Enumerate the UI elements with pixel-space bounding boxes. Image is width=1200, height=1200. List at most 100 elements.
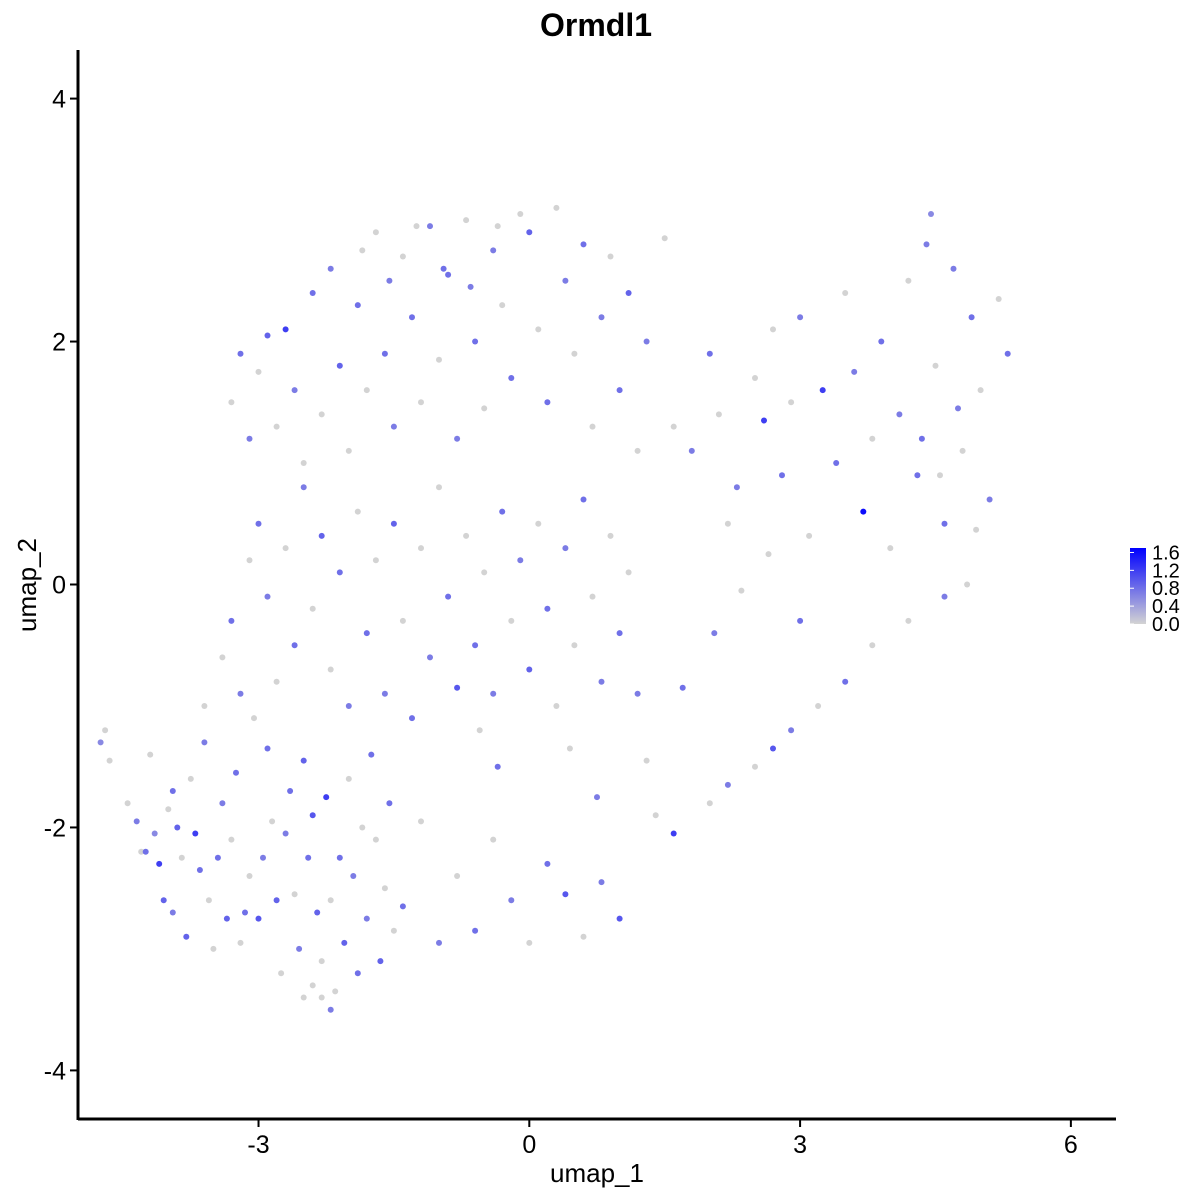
cell-point <box>765 551 772 558</box>
y-tick-label: -4 <box>44 1057 66 1085</box>
cell-point <box>598 314 605 321</box>
cell-point <box>508 617 515 624</box>
cell-point <box>409 314 415 321</box>
cell-point <box>860 508 867 515</box>
cell-point <box>472 927 479 934</box>
cell-point <box>273 423 280 430</box>
cell-point <box>1004 350 1011 357</box>
cell-point <box>264 332 271 339</box>
cell-point <box>187 775 194 782</box>
cell-point <box>327 897 334 904</box>
cell-point <box>309 982 316 989</box>
cell-point <box>526 666 533 673</box>
cell-point <box>706 350 713 357</box>
y-tick-label: -2 <box>44 814 66 842</box>
cell-point <box>472 338 479 345</box>
cell-point <box>273 897 280 904</box>
cell-point <box>345 775 352 782</box>
cell-point <box>955 405 961 412</box>
cell-point <box>580 241 587 248</box>
x-tick-label: 3 <box>793 1131 807 1159</box>
cell-point <box>535 520 542 527</box>
cell-point <box>345 447 352 454</box>
legend-tick-label: 0.8 <box>1152 578 1180 600</box>
cell-point <box>445 271 452 278</box>
cell-point <box>264 593 271 600</box>
cell-point <box>318 958 325 965</box>
cell-point <box>494 763 501 770</box>
cell-point <box>526 229 533 236</box>
cell-point <box>327 1006 334 1013</box>
cell-point <box>233 769 239 776</box>
cell-point <box>359 247 366 254</box>
cell-point <box>752 763 758 770</box>
cell-point <box>318 994 325 1001</box>
chart-title: Ormdl1 <box>540 7 652 43</box>
cell-point <box>418 399 424 406</box>
cell-point <box>291 891 298 898</box>
cell-point <box>797 617 804 624</box>
cell-point <box>544 860 551 867</box>
cell-point <box>616 915 623 922</box>
cell-point <box>300 994 307 1001</box>
cell-point <box>255 520 262 527</box>
cell-point <box>594 794 600 801</box>
color-legend-bar <box>1130 548 1146 624</box>
cell-point <box>905 277 912 284</box>
cell-point <box>228 617 235 624</box>
cell-point <box>463 217 470 224</box>
cell-point <box>160 897 167 904</box>
cell-point <box>706 800 713 807</box>
cell-point <box>124 800 131 807</box>
cell-point <box>156 860 163 867</box>
cell-point <box>381 690 388 697</box>
cell-point <box>237 350 244 357</box>
cell-point <box>724 781 731 788</box>
cell-point <box>589 423 596 430</box>
cell-point <box>377 958 384 965</box>
cell-point <box>481 405 488 412</box>
cell-point <box>815 703 822 709</box>
cell-point <box>535 326 542 333</box>
cell-point <box>616 630 623 637</box>
cell-point <box>418 818 424 825</box>
cell-point <box>399 617 406 624</box>
cell-point <box>833 460 840 466</box>
cell-point <box>553 703 560 709</box>
cell-point <box>738 587 745 594</box>
cell-point <box>169 909 176 916</box>
legend-tick-label: 0.0 <box>1152 614 1180 636</box>
cell-point <box>571 350 578 357</box>
cell-point <box>788 727 795 734</box>
cell-point <box>223 915 230 922</box>
cell-point <box>363 387 370 394</box>
cell-point <box>869 435 876 442</box>
cell-point <box>390 520 397 527</box>
cell-point <box>309 812 316 819</box>
cell-point <box>494 223 501 230</box>
cell-point <box>779 472 785 479</box>
cell-point <box>165 806 172 813</box>
cell-point <box>142 848 149 855</box>
cell-point <box>174 824 181 831</box>
cell-point <box>914 472 921 479</box>
cell-point <box>715 411 722 418</box>
cell-point <box>806 532 813 539</box>
cell-point <box>287 788 294 794</box>
cell-point <box>607 253 614 260</box>
cell-point <box>436 484 442 491</box>
y-tick-label: 4 <box>52 86 66 114</box>
cell-point <box>147 751 154 758</box>
cell-point <box>282 830 289 837</box>
cell-point <box>341 939 348 946</box>
cell-point <box>309 290 316 296</box>
x-tick-label: 6 <box>1064 1131 1078 1159</box>
cell-point <box>336 569 343 576</box>
cell-point <box>201 739 208 746</box>
cell-point <box>544 399 551 406</box>
cell-point <box>368 751 375 758</box>
cell-point <box>300 757 307 764</box>
cell-point <box>490 247 497 254</box>
cell-point <box>178 854 185 861</box>
cell-point <box>345 703 352 709</box>
